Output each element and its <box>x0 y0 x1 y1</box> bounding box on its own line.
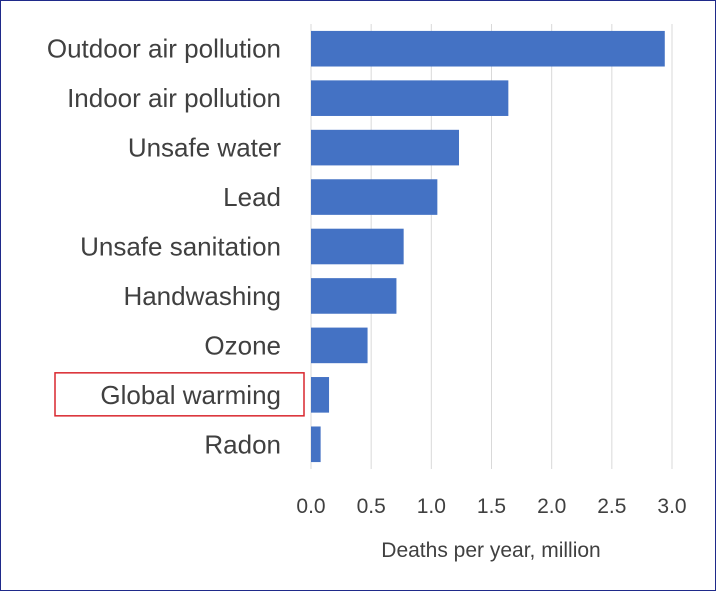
bars <box>311 30 665 463</box>
bar-unsafe-water <box>311 129 460 166</box>
x-tick-label: 2.0 <box>537 495 566 518</box>
category-label: Lead <box>223 182 281 212</box>
category-label: Radon <box>204 429 281 459</box>
bar-ozone <box>311 327 368 364</box>
category-label: Ozone <box>204 330 281 360</box>
x-tick-label: 1.5 <box>477 495 506 518</box>
bar-radon <box>311 426 321 463</box>
x-tick-label: 0.0 <box>296 495 325 518</box>
category-label: Handwashing <box>123 281 281 311</box>
bar-global-warming <box>311 377 330 413</box>
x-tick-label: 0.5 <box>357 495 386 518</box>
x-axis-title: Deaths per year, million <box>381 539 600 562</box>
category-label: Outdoor air pollution <box>47 34 281 64</box>
bar-indoor-air-pollution <box>311 80 509 116</box>
x-tick-label: 1.0 <box>417 495 446 518</box>
bar-outdoor-air-pollution <box>311 30 665 67</box>
category-label: Unsafe sanitation <box>80 232 281 262</box>
x-tick-labels: 0.0 0.5 1.0 1.5 2.0 2.5 3.0 <box>296 495 686 518</box>
x-tick-label: 2.5 <box>597 495 626 518</box>
category-label: Global warming <box>100 380 281 410</box>
category-label: Unsafe water <box>128 133 282 163</box>
bar-unsafe-sanitation <box>311 228 404 265</box>
bar-lead <box>311 179 438 215</box>
x-tick-label: 3.0 <box>657 495 686 518</box>
bar-handwashing <box>311 278 397 314</box>
highlight-box <box>54 372 305 417</box>
category-labels: Outdoor air pollution Indoor air pollutio… <box>47 34 305 459</box>
category-label: Indoor air pollution <box>67 83 281 113</box>
